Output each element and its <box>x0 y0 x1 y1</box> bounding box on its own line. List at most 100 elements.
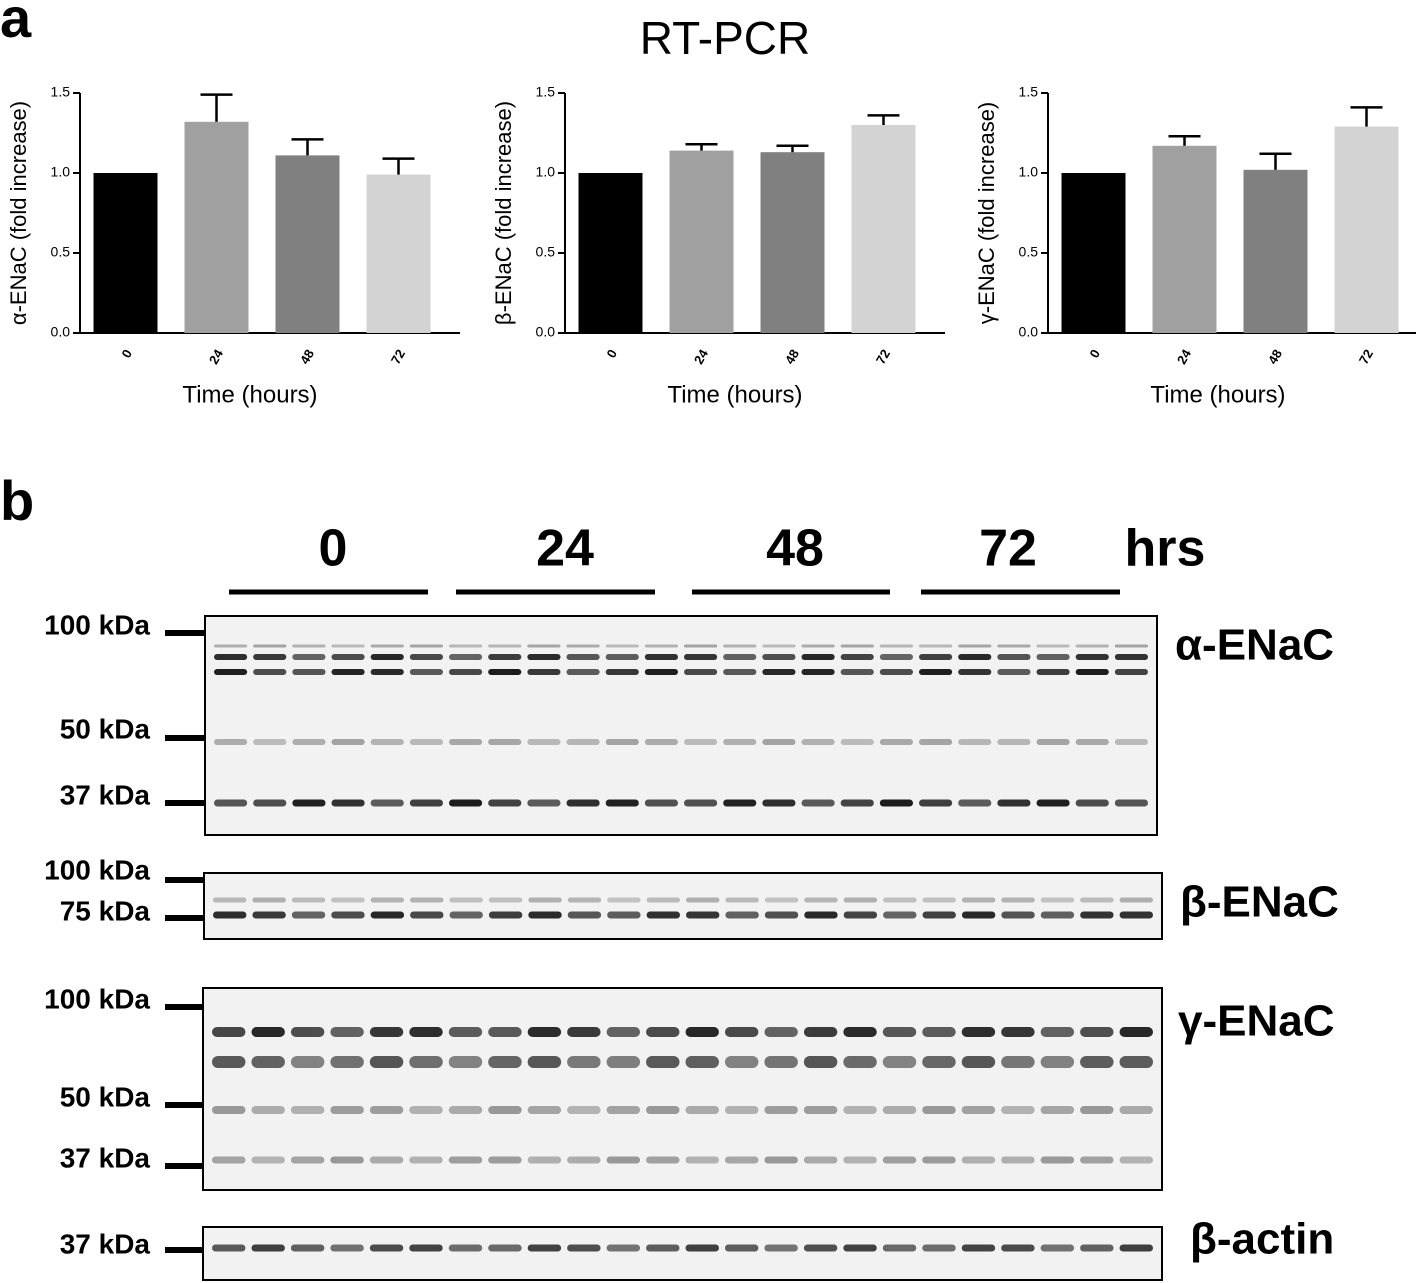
blot-band <box>646 911 680 919</box>
blot-band <box>409 1056 443 1068</box>
blot-band <box>1119 1244 1153 1252</box>
blot-band <box>566 799 600 807</box>
blot-band <box>566 654 600 660</box>
blot-band <box>1114 669 1148 675</box>
x-tick-label: 24 <box>1174 346 1195 367</box>
blot-band <box>922 897 956 903</box>
bar <box>1243 169 1308 333</box>
blot-band <box>1114 654 1148 660</box>
bar <box>1334 126 1399 333</box>
blot-band <box>997 739 1031 745</box>
blot-band <box>253 644 287 648</box>
blot-band <box>214 739 248 745</box>
blot-band <box>527 1244 562 1252</box>
blot-band <box>1080 1156 1114 1164</box>
blot-band <box>449 897 483 903</box>
blot-band <box>644 654 678 660</box>
blot-band <box>488 644 522 648</box>
y-axis-label: γ-ENaC (fold increase) <box>974 102 999 325</box>
blot-band <box>1040 911 1075 919</box>
blot-band <box>370 897 405 903</box>
blot-band <box>840 654 874 660</box>
blot-band <box>330 1156 364 1164</box>
marker-label: 100 kDa <box>44 983 150 1014</box>
y-axis-label: α-ENaC (fold increase) <box>6 101 31 325</box>
blot-band <box>290 1156 325 1164</box>
blot-band <box>801 739 835 745</box>
marker-label: 50 kDa <box>60 713 151 744</box>
time-label: 0 <box>319 520 348 578</box>
blot-band <box>1001 1056 1035 1068</box>
blot-background <box>203 872 1163 940</box>
blot-band <box>409 1027 443 1037</box>
blot-band <box>251 1156 285 1164</box>
blot-band <box>291 897 326 903</box>
blot-band <box>370 654 404 660</box>
blot-band <box>331 911 365 919</box>
blot-band <box>1040 1156 1075 1164</box>
blot-band <box>684 799 718 807</box>
blot-band <box>879 654 913 660</box>
blot-band <box>331 799 365 807</box>
x-tick-label: 72 <box>388 347 408 367</box>
blot-band <box>409 1156 443 1164</box>
blot-band <box>958 799 992 807</box>
blot-band <box>646 1156 680 1164</box>
blot-band <box>291 911 326 919</box>
blot-band <box>1114 799 1148 807</box>
blot-band <box>607 897 641 903</box>
blot-band <box>684 654 718 660</box>
blot-band <box>330 1027 364 1037</box>
blot-band <box>449 799 483 807</box>
blot-band <box>764 1027 798 1037</box>
blot-band <box>1080 1027 1114 1037</box>
blot-band <box>1001 1244 1035 1252</box>
y-tick-label: 0.5 <box>51 244 71 260</box>
time-unit: hrs <box>1125 520 1206 578</box>
blot-band <box>919 739 953 745</box>
blot-band <box>253 739 287 745</box>
blot-band <box>724 1027 759 1037</box>
blot-band <box>1075 644 1109 648</box>
x-tick-label: 0 <box>1086 347 1103 361</box>
time-label: 48 <box>766 520 824 578</box>
blot-band <box>723 654 757 660</box>
blot-band <box>840 644 874 648</box>
blot-band <box>567 897 602 903</box>
blot-band <box>212 1244 246 1252</box>
blot-band <box>1119 1027 1153 1037</box>
blot-band <box>684 739 718 745</box>
blot-band <box>488 669 522 675</box>
blot-band <box>1119 897 1153 903</box>
blot-band <box>958 669 992 675</box>
blot-band <box>1001 897 1035 903</box>
blot-band <box>409 1244 443 1252</box>
blot-band <box>409 739 443 745</box>
blot-band <box>843 1156 877 1164</box>
blot-band <box>883 911 917 919</box>
blot-band <box>958 654 992 660</box>
blot-band <box>1075 654 1109 660</box>
blot-background <box>202 1226 1163 1281</box>
blot-band <box>801 644 835 648</box>
blot-band <box>961 1056 996 1068</box>
blot-background <box>202 987 1163 1191</box>
main-title: RT-PCR <box>640 12 810 64</box>
blot-band <box>644 644 678 648</box>
blot-band <box>922 1027 956 1037</box>
blot-band <box>685 1106 719 1114</box>
blot-band <box>843 1106 877 1114</box>
blot-band <box>1040 897 1075 903</box>
blot-band <box>290 1106 325 1114</box>
blot-band <box>801 799 835 807</box>
blot-band <box>488 799 522 807</box>
blot-band <box>803 1244 838 1252</box>
blot-band <box>214 654 248 660</box>
blot-band <box>409 1106 443 1114</box>
blot-band <box>882 1027 917 1037</box>
y-tick-label: 1.5 <box>536 84 556 100</box>
blot-band <box>804 911 838 919</box>
blot-band <box>331 897 365 903</box>
blot-band <box>804 897 838 903</box>
blot-band <box>644 739 678 745</box>
